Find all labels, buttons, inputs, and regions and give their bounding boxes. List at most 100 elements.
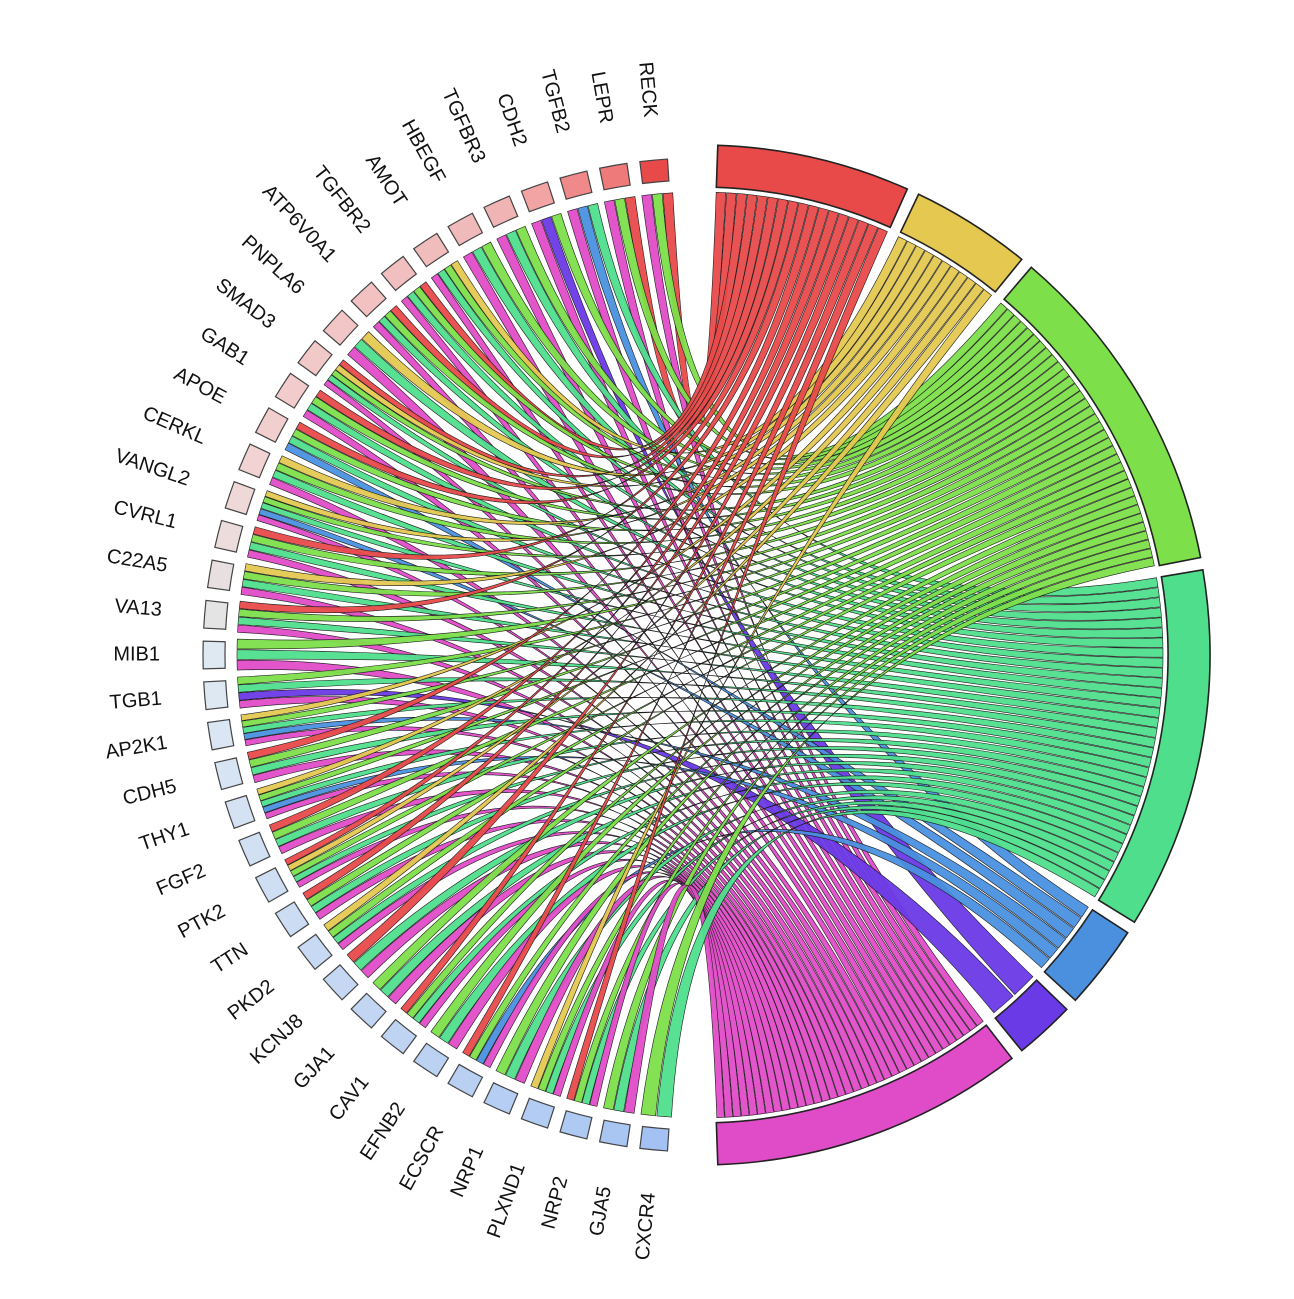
chord-smad3-3 [331,354,1059,511]
gene-box-mib1 [202,640,226,670]
chord-mib1-3 [236,413,1101,650]
chord-ttn-3 [306,470,1129,907]
gene-label-smad3: SMAD3 [211,274,279,333]
chord-thy1-2 [256,271,968,796]
gene-label-c22a5: C22A5 [105,545,169,577]
chord-tgfbr2-3 [413,286,1047,488]
gene-label-tgfb2: TGFB2 [536,67,574,135]
gene-label-cerkl: CERKL [140,402,210,449]
chord-kcnj8-4 [353,761,1135,971]
chord-cav1-7 [419,859,774,1114]
chord-tgb1-3 [237,421,1105,685]
chord-vangl2-2 [264,255,943,542]
gene-label-gja5: GJA5 [585,1185,615,1238]
gene-box-tgfbr2 [380,255,418,292]
chord-cdh5-1 [246,204,819,760]
gene-box-ptk2 [254,867,289,903]
gene-label-cvrl1: CVRL1 [111,496,179,533]
gene-label-cdh2: CDH2 [492,91,531,150]
gene-box-plxnd1 [520,1097,556,1129]
chord-cxcr4-4 [656,810,1100,1118]
chord-va13-3 [238,405,1096,622]
gene-box-tgb1 [203,680,229,711]
gene-box-smad3 [297,339,333,377]
gene-box-cdh5 [214,757,244,791]
gene-label-cav1: CAV1 [325,1072,374,1125]
gene-box-pnpla6 [322,309,359,346]
category-arc-2 [899,193,1023,294]
gene-box-apoe [254,407,289,443]
gene-box-fgf2 [238,831,271,867]
chord-pnpla6-4 [354,338,1164,648]
chord-atp6v0a1-4 [378,315,1163,639]
category-arc-6 [994,979,1068,1052]
gene-label-ptk2: PTK2 [175,900,229,943]
gene-label-thy1: THY1 [137,818,192,855]
gene-label-tgfbr2: TGFBR2 [309,162,375,238]
chord-cdh2-3 [551,213,1022,466]
chord-atp6v0a1-7 [372,321,929,1062]
category-arc-5 [1043,908,1129,1002]
gene-boxes [202,158,670,1152]
chord-cerkl-3 [275,375,1076,544]
gene-box-pkd2 [297,933,333,971]
chord-thy1-3 [258,445,1118,802]
chord-cxcr4-3 [640,557,1155,1117]
gene-box-nrp1 [483,1081,519,1115]
gene-box-efnb2 [412,1042,450,1078]
chord-nrp2-1 [566,227,888,1101]
chord-plxnd1-3 [537,530,1149,1092]
category-arc-4 [1097,568,1211,924]
chord-links [236,191,1164,1119]
chord-ttn-1 [302,213,849,900]
category-arc-3 [1002,266,1202,567]
category-arc-1 [715,144,909,229]
chord-vangl2-4 [260,502,1163,698]
gene-label-reck: RECK [634,61,661,119]
chord-pkd2-3 [328,478,1132,938]
gene-box-gab1 [274,372,310,409]
chord-tgb1-4 [237,677,1156,748]
gene-label-kcnj8: KCNJ8 [246,1010,308,1069]
gene-label-pkd2: PKD2 [224,975,279,1024]
chord-ap2k1-2 [240,265,960,722]
chord-cerkl-2 [278,250,934,525]
gene-label-gja1: GJA1 [289,1042,339,1094]
gene-box-ttn [274,901,310,938]
chord-amot-3 [444,264,1041,482]
chord-ecscr-3 [469,513,1144,1061]
gene-label-ap2k1: AP2K1 [104,732,169,764]
chord-ptk2-2 [287,277,976,872]
gene-label-nrp2: NRP2 [538,1174,573,1231]
gene-label-tgb1: TGB1 [109,688,163,714]
gene-box-hbegf [447,212,484,247]
chord-cerkl-4 [272,469,1163,688]
gene-box-cerkl [238,443,271,479]
chord-thy1-7 [264,771,831,1102]
chord-gja5-4 [613,805,1105,1112]
gene-box-va13 [203,599,229,630]
gene-box-atp6v0a1 [350,281,387,318]
gene-label-efnb2: EFNB2 [356,1098,410,1164]
chord-ap2k1-3 [241,429,1109,728]
gene-label-va13: VA13 [114,595,163,621]
chord-c22a5-3 [242,398,1091,597]
gene-box-ap2k1 [206,718,235,751]
gene-label-ttn: TTN [208,939,253,979]
chord-efnb2-3 [430,504,1141,1038]
gene-box-thy1 [224,794,256,830]
gene-label-ecscr: ECSCR [395,1122,448,1194]
gene-label-cxcr4: CXCR4 [632,1192,660,1262]
gene-box-cvrl1 [214,519,244,553]
chord-nrp2-4 [581,800,1110,1105]
gene-box-reck [639,158,670,185]
gene-label-mib1: MIB1 [113,643,160,665]
chord-cvrl1-1 [252,200,799,560]
chord-apoe-5 [284,442,1082,929]
chord-cvrl1-3 [250,390,1086,576]
chord-gja5-7 [624,884,725,1119]
chord-c22a5-2 [244,260,952,586]
chord-va13-1 [239,202,809,614]
